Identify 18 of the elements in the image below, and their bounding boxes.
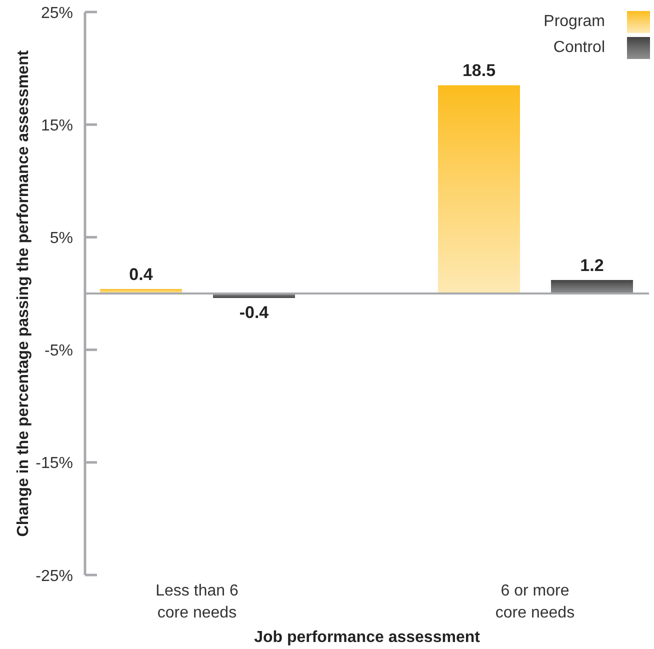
x-tick-label: Less than 6 core needs [156, 582, 238, 622]
y-tick-label: -15% [36, 455, 73, 472]
y-tick-label: -25% [36, 568, 73, 585]
y-tick-label: 25% [40, 4, 73, 22]
y-axis-title: Change in the percentage passing the performance assessment [14, 50, 32, 537]
legend-label: Program [544, 12, 605, 32]
bar [551, 280, 633, 294]
bar [438, 85, 520, 294]
data-label: -0.4 [239, 303, 270, 322]
x-axis-title: Job performance assessment [254, 629, 481, 646]
data-label: 18.5 [462, 61, 496, 80]
y-tick-label: 15% [40, 117, 73, 134]
data-label: 0.4 [129, 264, 154, 284]
y-tick-label: 5% [50, 230, 73, 247]
x-tick-label: 6 or more core needs [495, 582, 575, 622]
y-tick-label: -5% [44, 342, 73, 360]
legend-label: Control [553, 38, 605, 58]
data-label: 1.2 [580, 256, 604, 275]
